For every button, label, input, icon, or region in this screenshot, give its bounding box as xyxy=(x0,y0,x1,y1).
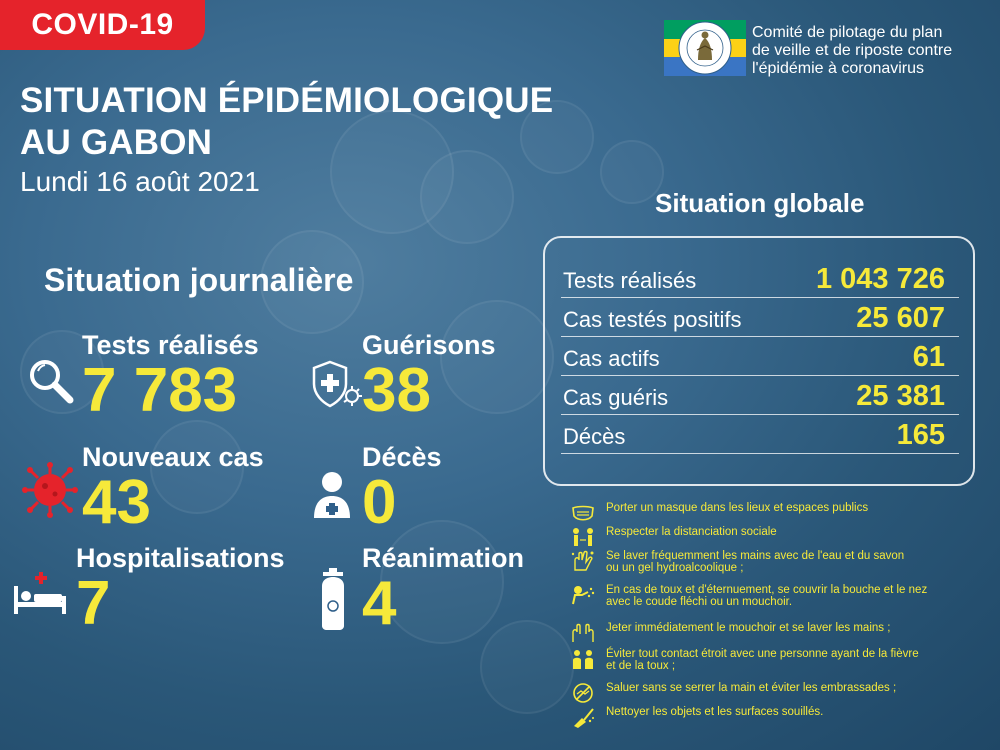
committee-line: l'épidémie à coronavirus xyxy=(752,60,925,77)
row-value: 25 607 xyxy=(856,302,945,334)
row-label: Décès xyxy=(563,424,626,449)
title-line: SITUATION ÉPIDÉMIOLOGIQUE xyxy=(20,81,554,120)
hospitalisations-label: Hospitalisations xyxy=(76,543,285,573)
hospitalisations-value: 7 xyxy=(76,569,111,638)
cleaning-icon xyxy=(574,708,594,728)
advice-line: Respecter la distanciation sociale xyxy=(606,526,777,538)
row-value: 25 381 xyxy=(856,380,945,412)
tissue-hands-icon xyxy=(572,623,594,642)
hospital-bed-icon xyxy=(14,572,66,614)
advice-line: Nettoyer les objets et les surfaces soui… xyxy=(606,706,824,718)
table-row: Tests réalisés 1 043 726 xyxy=(561,258,959,298)
gabon-seal-logo xyxy=(664,20,746,76)
mask-icon xyxy=(572,505,594,521)
background-cell xyxy=(380,520,504,644)
recoveries-value: 38 xyxy=(362,356,431,425)
advice-line: Éviter tout contact étroit avec une pers… xyxy=(606,648,919,660)
background-cell xyxy=(420,150,514,244)
advice-text: En cas de toux et d'éternuement, se couv… xyxy=(606,584,986,608)
advice-line: ou un gel hydroalcoolique ; xyxy=(606,562,744,574)
advice-line: et de la toux ; xyxy=(606,660,676,672)
advice-line: Porter un masque dans les lieux et espac… xyxy=(606,502,869,514)
advice-text: Respecter la distanciation sociale xyxy=(606,526,986,538)
advice-text: Nettoyer les objets et les surfaces soui… xyxy=(606,706,986,718)
shield-virus-icon xyxy=(312,360,362,408)
recoveries-label: Guérisons xyxy=(362,330,496,360)
background-cell xyxy=(440,300,554,414)
row-label: Cas guéris xyxy=(563,385,669,410)
advice-text: Jeter immédiatement le mouchoir et se la… xyxy=(606,622,986,634)
avoid-contact-icon xyxy=(573,650,593,669)
background-cell xyxy=(600,140,664,204)
row-label: Cas actifs xyxy=(563,346,660,371)
global-heading: Situation globale xyxy=(655,188,865,218)
virus-icon xyxy=(22,462,78,518)
table-row: Cas guéris 25 381 xyxy=(561,375,959,415)
icu-value: 4 xyxy=(362,569,397,638)
advice-line: avec le coude fléchi ou un mouchoir. xyxy=(606,596,793,608)
background-cell xyxy=(520,100,594,174)
advice-text: Porter un masque dans les lieux et espac… xyxy=(606,502,986,514)
global-summary-table: Tests réalisés 1 043 726 Cas testés posi… xyxy=(543,236,975,486)
new-cases-label: Nouveaux cas xyxy=(82,442,264,472)
table-row: Cas actifs 61 xyxy=(561,336,959,376)
advice-text: Éviter tout contact étroit avec une pers… xyxy=(606,648,986,672)
row-value: 1 043 726 xyxy=(815,263,945,295)
background-cell xyxy=(150,420,244,514)
oxygen-tank-icon xyxy=(322,568,344,630)
table-row: Cas testés positifs 25 607 xyxy=(561,297,959,337)
row-label: Tests réalisés xyxy=(563,268,697,293)
background-cell xyxy=(20,330,104,414)
covid-badge: COVID-19 xyxy=(0,0,205,50)
committee-line: Comité de pilotage du plan xyxy=(752,24,943,41)
hand-wash-icon xyxy=(571,550,594,571)
magnifier-icon xyxy=(30,360,74,404)
report-date: Lundi 16 août 2021 xyxy=(20,166,260,197)
advice-line: Se laver fréquemment les mains avec de l… xyxy=(606,550,905,562)
icu-label: Réanimation xyxy=(362,543,525,573)
row-label: Cas testés positifs xyxy=(563,307,742,332)
advice-line: En cas de toux et d'éternuement, se couv… xyxy=(606,584,928,596)
committee-line: de veille et de riposte contre xyxy=(752,42,953,59)
doctor-icon xyxy=(314,472,350,518)
new-cases-value: 43 xyxy=(82,468,151,537)
background-cell xyxy=(260,230,364,334)
no-handshake-icon xyxy=(573,683,593,703)
page-title: SITUATION ÉPIDÉMIOLOGIQUE AU GABON xyxy=(20,80,553,164)
deaths-label: Décès xyxy=(362,442,442,472)
advice-line: Jeter immédiatement le mouchoir et se la… xyxy=(606,622,891,634)
distancing-icon xyxy=(573,528,593,546)
tests-label: Tests réalisés xyxy=(82,330,259,360)
committee-name: Comité de pilotage du plan de veille et … xyxy=(752,24,997,78)
table-row: Décès 165 xyxy=(561,414,959,454)
advice-text: Saluer sans se serrer la main et éviter … xyxy=(606,682,986,694)
daily-heading: Situation journalière xyxy=(44,262,354,298)
cough-elbow-icon xyxy=(572,586,595,605)
tests-value: 7 783 xyxy=(82,356,238,425)
background-cell xyxy=(480,620,574,714)
row-value: 165 xyxy=(896,419,945,451)
title-line: AU GABON xyxy=(20,123,213,162)
deaths-value: 0 xyxy=(362,468,397,537)
advice-text: Se laver fréquemment les mains avec de l… xyxy=(606,550,986,574)
advice-line: Saluer sans se serrer la main et éviter … xyxy=(606,682,897,694)
row-value: 61 xyxy=(912,341,945,373)
